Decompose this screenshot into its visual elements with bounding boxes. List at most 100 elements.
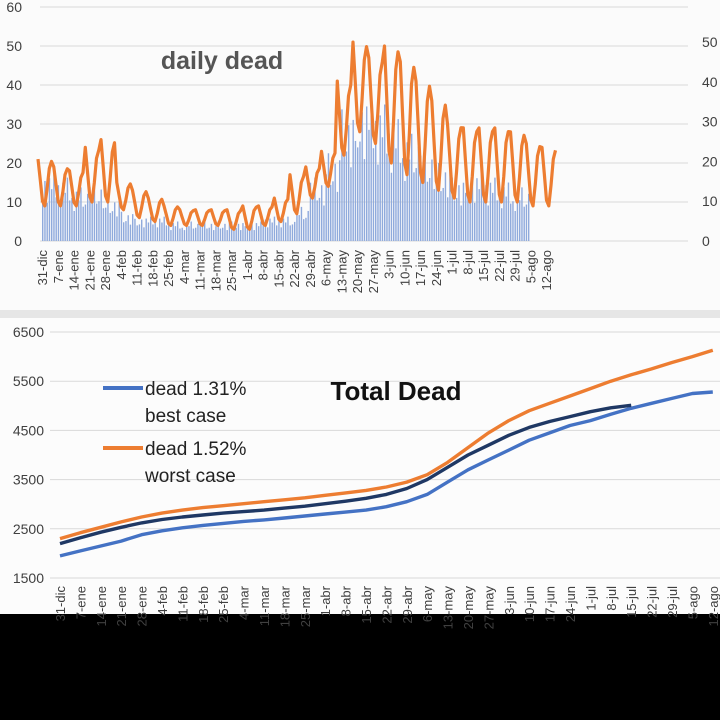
daily-dead-bar bbox=[136, 225, 138, 241]
daily-dead-bar bbox=[82, 206, 84, 241]
daily-dead-bar bbox=[57, 185, 60, 241]
daily-dead-bar bbox=[195, 227, 197, 241]
daily-dead-bar bbox=[325, 174, 327, 241]
total-dead-x-tick: 20-may bbox=[461, 586, 476, 630]
daily-dead-bar bbox=[458, 185, 460, 241]
daily-dead-x-axis: 31-dic 7-ene 14-ene 21-ene 28-ene 4-feb 11-feb… bbox=[35, 249, 554, 293]
daily-dead-bar bbox=[267, 227, 269, 241]
daily-dead-bar bbox=[354, 140, 357, 241]
daily-dead-bar bbox=[316, 200, 318, 241]
total-dead-x-tick: 28-ene bbox=[135, 586, 150, 626]
total-dead-x-tick: 4-mar bbox=[237, 585, 252, 620]
daily-dead-bar bbox=[87, 193, 89, 241]
daily-dead-bar bbox=[379, 115, 381, 241]
daily-dead-bar bbox=[483, 197, 485, 241]
daily-dead-bar bbox=[305, 217, 307, 241]
daily-dead-bar bbox=[262, 224, 264, 241]
daily-dead-bar bbox=[42, 194, 44, 241]
daily-dead-bar bbox=[422, 170, 424, 241]
daily-dead-x-tick: 12-ago bbox=[539, 250, 554, 290]
daily-dead-bar bbox=[154, 219, 156, 241]
daily-dead-bar bbox=[487, 205, 489, 241]
daily-dead-bar bbox=[264, 219, 267, 241]
daily-dead-right-axis: 0 10 20 30 40 50 bbox=[702, 34, 718, 249]
daily-dead-x-tick: 29-jul bbox=[508, 250, 523, 282]
daily-dead-bar bbox=[287, 216, 289, 241]
daily-dead-bar bbox=[415, 168, 417, 241]
daily-dead-bar bbox=[471, 180, 474, 241]
daily-dead-bar bbox=[53, 172, 55, 241]
daily-dead-bar bbox=[260, 221, 262, 241]
daily-dead-bar bbox=[510, 203, 512, 241]
daily-dead-bar bbox=[163, 216, 165, 241]
daily-dead-bar bbox=[366, 106, 368, 241]
daily-dead-right-tick: 20 bbox=[702, 153, 718, 169]
daily-dead-bar bbox=[280, 227, 282, 241]
daily-dead-left-tick: 10 bbox=[6, 194, 22, 210]
daily-dead-bar bbox=[332, 181, 334, 241]
daily-dead-bar bbox=[404, 180, 406, 241]
daily-dead-left-tick: 50 bbox=[6, 38, 22, 54]
daily-dead-bar bbox=[431, 159, 433, 241]
total-dead-x-tick: 13-may bbox=[441, 586, 456, 630]
daily-dead-bar bbox=[505, 196, 507, 241]
daily-dead-left-tick: 40 bbox=[6, 77, 22, 93]
daily-dead-bar bbox=[226, 230, 228, 241]
legend-sub-best: best case bbox=[145, 406, 226, 427]
daily-dead-x-tick: 8-jul bbox=[460, 250, 475, 275]
daily-dead-bar bbox=[478, 189, 480, 241]
daily-dead-bar bbox=[80, 187, 82, 241]
daily-dead-bar bbox=[224, 223, 226, 241]
daily-dead-bar bbox=[177, 221, 179, 241]
total-dead-x-tick: 22-abr bbox=[379, 585, 394, 623]
daily-dead-bar bbox=[91, 196, 93, 241]
daily-dead-bar bbox=[204, 221, 206, 241]
daily-dead-bar bbox=[46, 202, 48, 241]
total-dead-x-tick: 17-jun bbox=[543, 586, 558, 622]
daily-dead-bar bbox=[318, 197, 321, 241]
daily-dead-x-tick: 15-abr bbox=[271, 249, 286, 287]
daily-dead-bar bbox=[64, 192, 66, 241]
total-dead-y-tick: 1500 bbox=[13, 570, 44, 586]
daily-dead-bar bbox=[341, 109, 343, 241]
daily-dead-x-tick: 20-may bbox=[350, 250, 365, 294]
daily-dead-title: daily dead bbox=[161, 47, 283, 75]
daily-dead-bar bbox=[84, 204, 87, 241]
daily-dead-bar bbox=[127, 215, 129, 241]
daily-dead-left-tick: 30 bbox=[6, 116, 22, 132]
daily-dead-bar bbox=[145, 218, 147, 241]
total-dead-chart-panel bbox=[0, 318, 720, 614]
daily-dead-bar bbox=[161, 222, 163, 241]
total-dead-x-tick: 27-may bbox=[481, 586, 496, 630]
daily-dead-bar bbox=[507, 182, 510, 241]
daily-dead-bar bbox=[206, 228, 208, 241]
daily-dead-bar bbox=[528, 193, 530, 241]
daily-dead-right-tick: 10 bbox=[702, 193, 718, 209]
daily-dead-bar bbox=[406, 142, 408, 241]
daily-dead-bar bbox=[345, 151, 348, 241]
daily-dead-bar bbox=[363, 159, 366, 241]
daily-dead-bar bbox=[152, 224, 154, 241]
daily-dead-line-series bbox=[36, 40, 558, 231]
daily-dead-bar bbox=[215, 226, 217, 241]
daily-dead-bar bbox=[503, 187, 505, 241]
daily-dead-bar bbox=[273, 216, 276, 241]
daily-dead-x-tick: 8-abr bbox=[256, 249, 271, 280]
daily-dead-bar bbox=[307, 210, 309, 241]
total-dead-x-tick: 22-jul bbox=[645, 586, 660, 618]
total-dead-y-tick: 5500 bbox=[13, 373, 44, 389]
total-dead-y-tick: 4500 bbox=[13, 422, 44, 438]
daily-dead-bar bbox=[521, 187, 523, 241]
total-dead-x-tick: 5-ago bbox=[685, 586, 700, 619]
daily-dead-bar bbox=[231, 221, 233, 241]
daily-dead-bar bbox=[494, 177, 496, 241]
daily-dead-bar bbox=[314, 177, 316, 241]
daily-dead-bar bbox=[413, 172, 415, 241]
daily-dead-bar bbox=[143, 227, 145, 241]
daily-dead-bar bbox=[78, 200, 80, 241]
total-dead-lines bbox=[59, 348, 714, 558]
total-dead-x-tick: 25-feb bbox=[216, 586, 231, 623]
daily-dead-bar bbox=[420, 155, 422, 241]
daily-dead-bar bbox=[253, 230, 255, 241]
